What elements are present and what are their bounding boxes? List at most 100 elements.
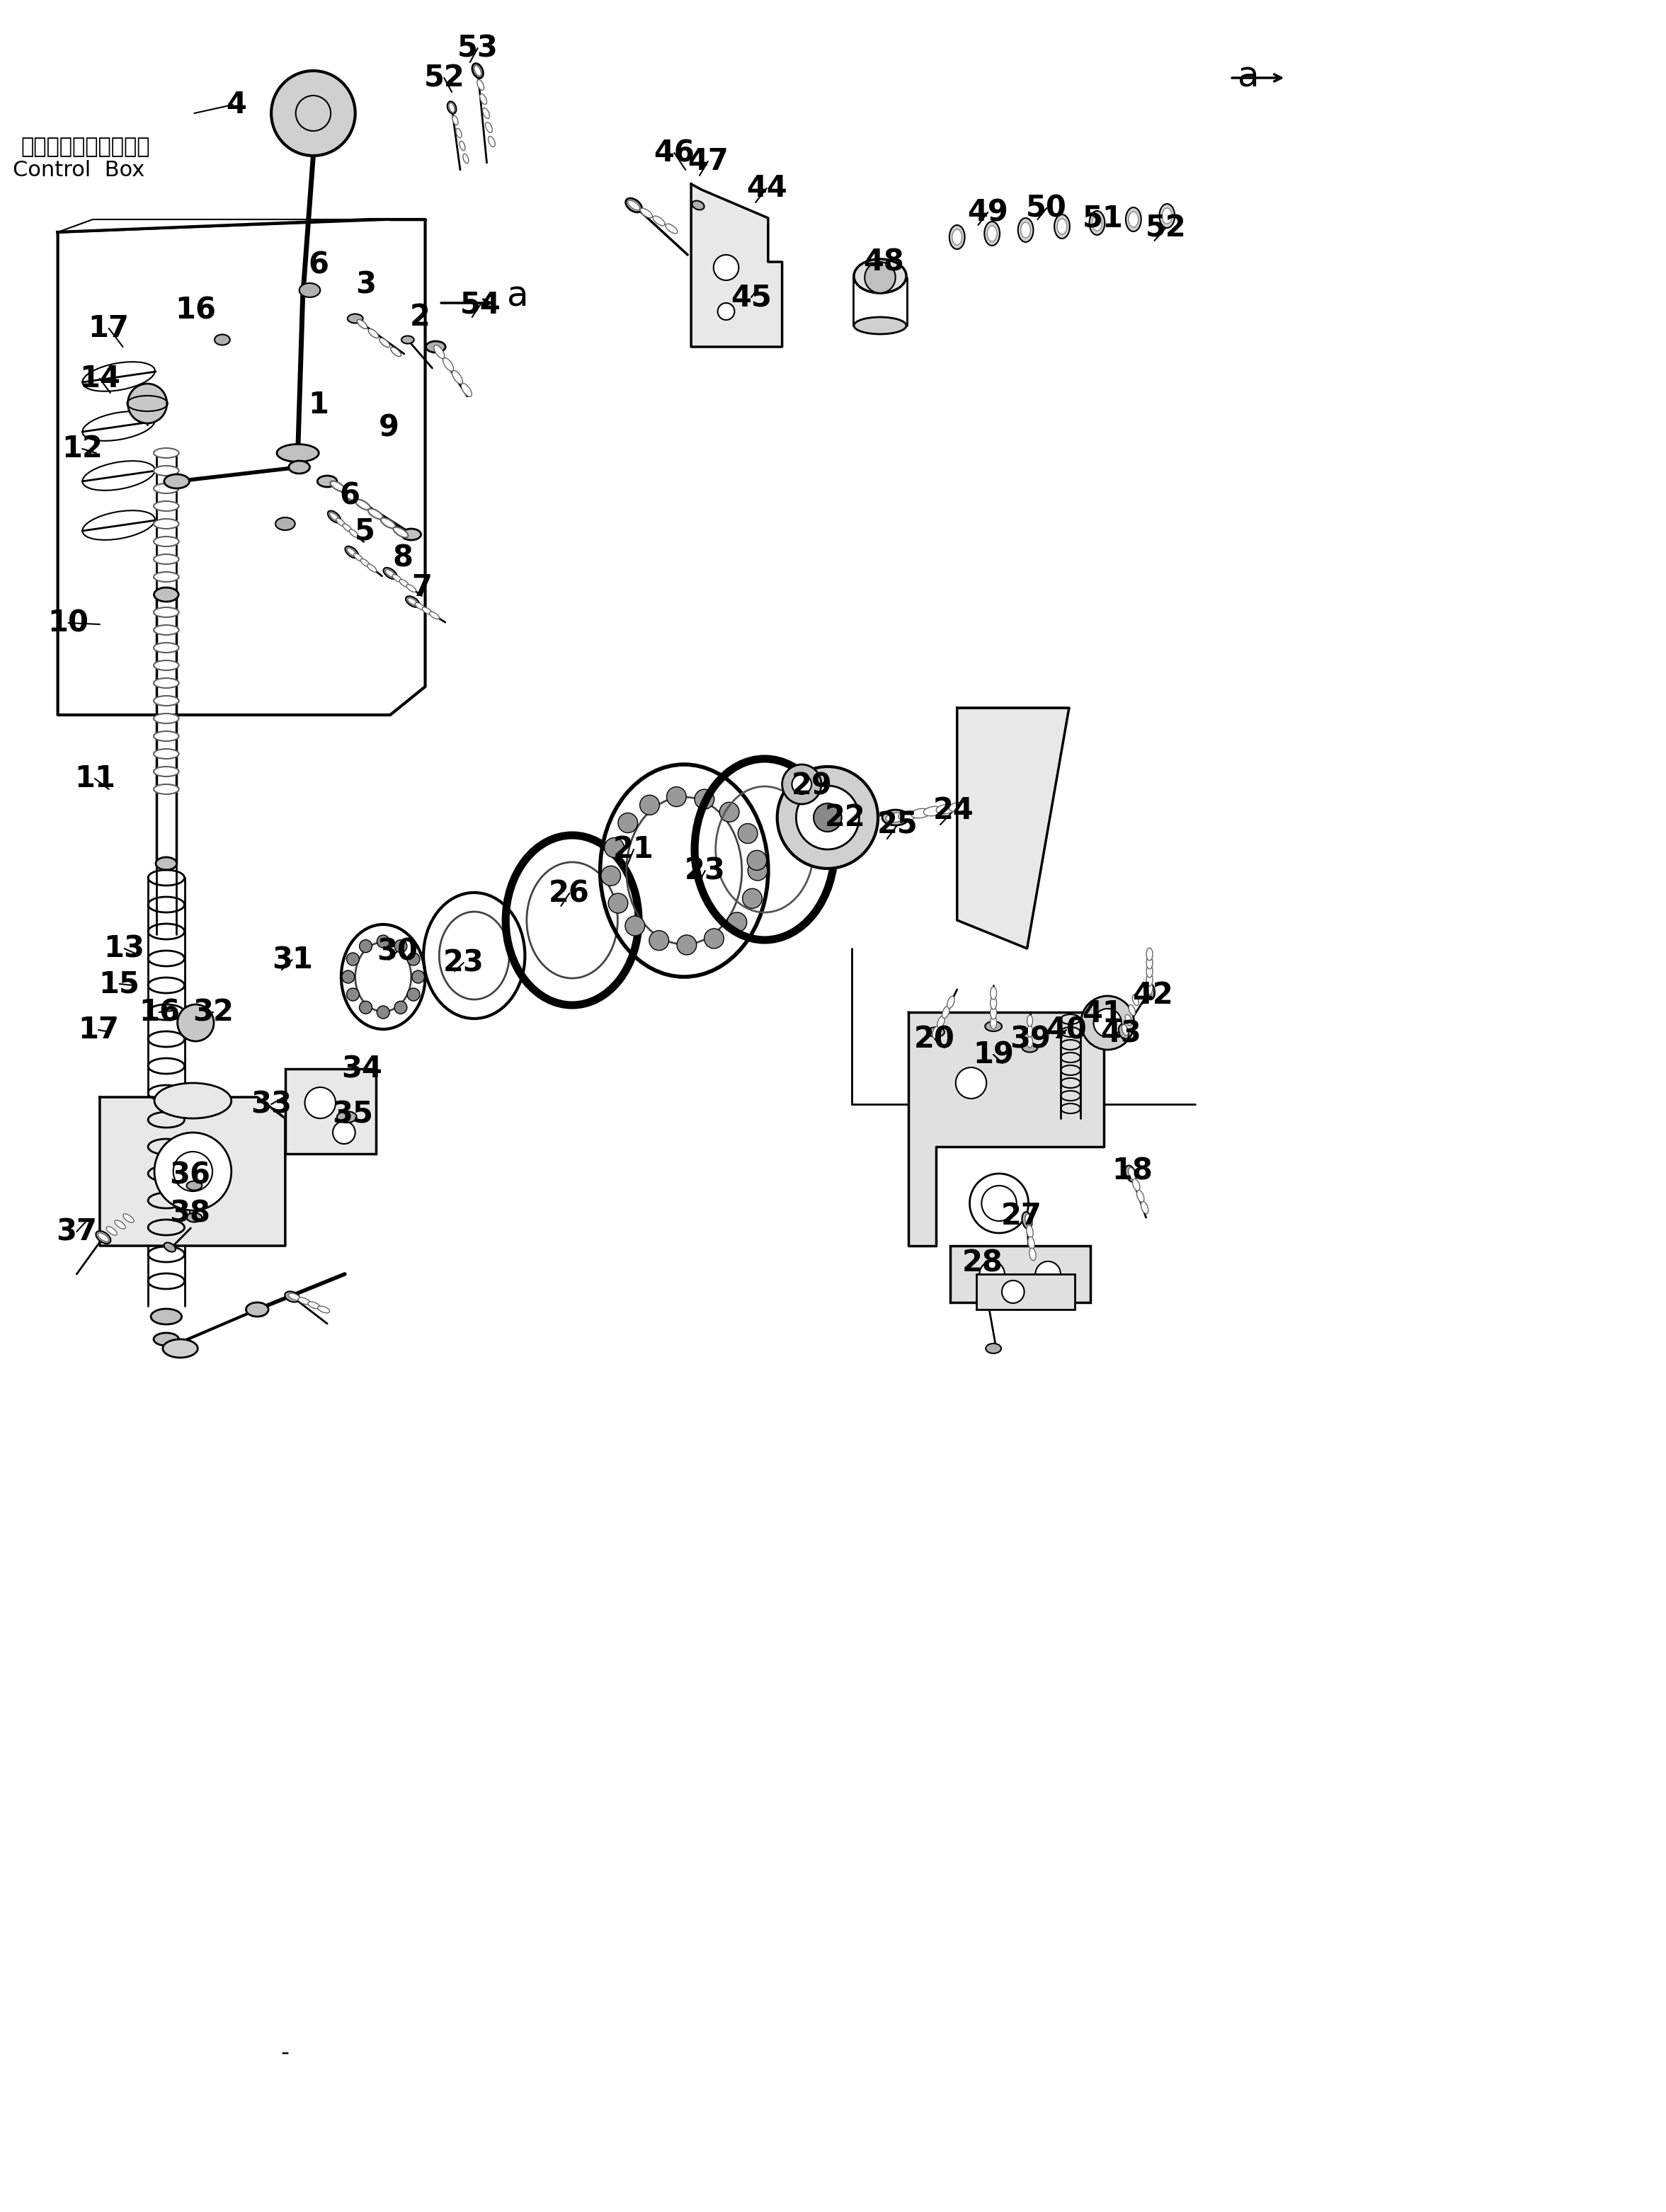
Circle shape bbox=[746, 849, 766, 869]
Ellipse shape bbox=[153, 1334, 178, 1345]
Text: 28: 28 bbox=[961, 1248, 1003, 1279]
Polygon shape bbox=[58, 219, 425, 714]
Circle shape bbox=[640, 794, 660, 814]
Text: 34: 34 bbox=[342, 1053, 383, 1084]
Text: 14: 14 bbox=[80, 363, 120, 394]
Ellipse shape bbox=[1026, 1015, 1033, 1026]
Ellipse shape bbox=[1133, 995, 1140, 1006]
Ellipse shape bbox=[1125, 1166, 1136, 1181]
Ellipse shape bbox=[476, 80, 483, 91]
Ellipse shape bbox=[461, 383, 471, 396]
Text: 24: 24 bbox=[933, 796, 975, 825]
Circle shape bbox=[605, 838, 625, 858]
Ellipse shape bbox=[953, 230, 961, 246]
Ellipse shape bbox=[152, 1310, 182, 1325]
Ellipse shape bbox=[215, 334, 230, 345]
Ellipse shape bbox=[368, 330, 378, 338]
Ellipse shape bbox=[898, 810, 918, 821]
Text: 26: 26 bbox=[548, 878, 590, 909]
Ellipse shape bbox=[950, 226, 965, 250]
Ellipse shape bbox=[407, 584, 416, 593]
Ellipse shape bbox=[300, 283, 320, 296]
Ellipse shape bbox=[1021, 221, 1031, 239]
Ellipse shape bbox=[153, 573, 178, 582]
Ellipse shape bbox=[453, 115, 458, 126]
Circle shape bbox=[305, 1088, 335, 1119]
Bar bbox=[950, 1245, 1090, 1303]
Ellipse shape bbox=[1146, 982, 1153, 995]
Ellipse shape bbox=[153, 732, 178, 741]
Circle shape bbox=[395, 940, 407, 953]
Ellipse shape bbox=[163, 1243, 175, 1252]
Circle shape bbox=[956, 1068, 986, 1099]
Text: 51: 51 bbox=[1083, 204, 1123, 232]
Ellipse shape bbox=[153, 591, 178, 599]
Ellipse shape bbox=[285, 1292, 300, 1303]
Circle shape bbox=[272, 71, 355, 155]
Text: 30: 30 bbox=[377, 936, 418, 967]
Text: 10: 10 bbox=[48, 608, 88, 637]
Circle shape bbox=[128, 383, 167, 422]
Ellipse shape bbox=[443, 358, 453, 372]
Ellipse shape bbox=[1163, 208, 1171, 223]
Text: 42: 42 bbox=[1133, 980, 1173, 1011]
Polygon shape bbox=[100, 1097, 285, 1245]
Ellipse shape bbox=[1025, 1214, 1031, 1228]
Ellipse shape bbox=[475, 66, 481, 75]
Text: 9: 9 bbox=[378, 414, 400, 442]
Ellipse shape bbox=[353, 553, 363, 562]
Ellipse shape bbox=[463, 155, 468, 164]
Text: 53: 53 bbox=[456, 33, 498, 62]
Circle shape bbox=[333, 1121, 355, 1144]
Ellipse shape bbox=[1030, 1248, 1036, 1261]
Text: 4: 4 bbox=[227, 91, 247, 119]
Ellipse shape bbox=[1126, 208, 1141, 232]
Ellipse shape bbox=[153, 502, 178, 511]
Text: Control  Box: Control Box bbox=[13, 159, 145, 179]
Ellipse shape bbox=[153, 520, 178, 529]
Text: 16: 16 bbox=[175, 294, 217, 325]
Circle shape bbox=[791, 774, 811, 794]
Ellipse shape bbox=[933, 1026, 940, 1037]
Ellipse shape bbox=[155, 1084, 232, 1119]
Ellipse shape bbox=[402, 529, 421, 540]
Ellipse shape bbox=[426, 341, 445, 352]
Ellipse shape bbox=[153, 449, 178, 458]
Circle shape bbox=[650, 931, 668, 951]
Circle shape bbox=[407, 953, 420, 964]
Circle shape bbox=[713, 254, 738, 281]
Circle shape bbox=[1081, 995, 1135, 1051]
Ellipse shape bbox=[247, 1303, 268, 1316]
Ellipse shape bbox=[400, 580, 410, 586]
Ellipse shape bbox=[165, 473, 190, 489]
Ellipse shape bbox=[1128, 212, 1138, 228]
Ellipse shape bbox=[153, 714, 178, 723]
Text: 17: 17 bbox=[78, 1015, 118, 1044]
Ellipse shape bbox=[275, 518, 295, 531]
Text: 27: 27 bbox=[1001, 1201, 1041, 1230]
Text: 32: 32 bbox=[193, 998, 233, 1026]
Ellipse shape bbox=[653, 217, 665, 226]
Circle shape bbox=[173, 1152, 213, 1192]
Ellipse shape bbox=[153, 785, 178, 794]
Ellipse shape bbox=[691, 201, 705, 210]
Ellipse shape bbox=[986, 1343, 1001, 1354]
Ellipse shape bbox=[1021, 1212, 1033, 1228]
Ellipse shape bbox=[446, 102, 456, 113]
Ellipse shape bbox=[1146, 956, 1153, 969]
Ellipse shape bbox=[350, 529, 358, 538]
Circle shape bbox=[778, 768, 878, 869]
Ellipse shape bbox=[153, 697, 178, 706]
Ellipse shape bbox=[943, 1006, 950, 1018]
Ellipse shape bbox=[345, 546, 358, 557]
Text: 11: 11 bbox=[75, 763, 115, 794]
Text: -: - bbox=[282, 2042, 290, 2064]
Circle shape bbox=[377, 936, 390, 947]
Ellipse shape bbox=[337, 1110, 357, 1124]
Ellipse shape bbox=[990, 1018, 996, 1029]
Circle shape bbox=[666, 787, 686, 807]
Ellipse shape bbox=[855, 316, 906, 334]
Circle shape bbox=[718, 303, 735, 321]
Circle shape bbox=[377, 1006, 390, 1018]
Ellipse shape bbox=[433, 345, 445, 358]
